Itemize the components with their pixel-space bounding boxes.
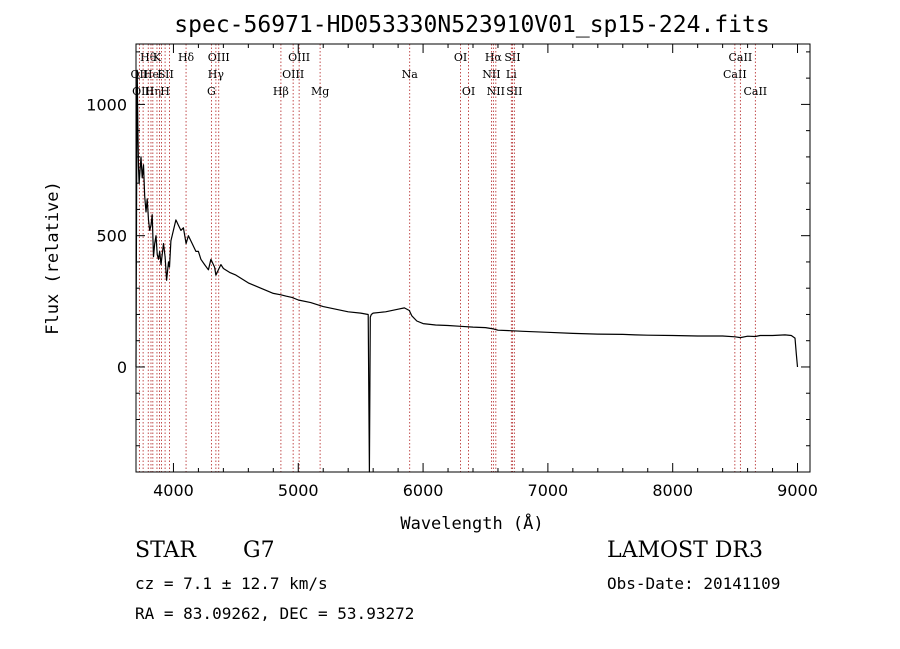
spectral-line-label: NII	[482, 68, 500, 81]
spectral-line-label: Li	[506, 68, 517, 81]
spectral-line-label: He	[143, 68, 159, 81]
y-tick-label: 0	[117, 358, 127, 377]
y-tick-label: 1000	[86, 95, 127, 114]
spectral-line-label: NII	[487, 85, 505, 98]
x-tick-label: 6000	[403, 481, 444, 500]
spectral-line-label: I	[157, 68, 161, 81]
spectral-line-label: II	[165, 68, 174, 81]
x-tick-label: 7000	[528, 481, 569, 500]
spectral-line-label: OIII	[208, 51, 230, 64]
spectral-line-label: G	[207, 85, 216, 98]
observation-date: Obs-Date: 20141109	[607, 574, 781, 593]
spectral-line-label: Hδ	[178, 51, 195, 64]
object-class: STAR	[135, 538, 196, 563]
spectral-line-label: OII	[131, 68, 149, 81]
spectral-line-label: OI	[454, 51, 467, 64]
object-subclass: G7	[243, 538, 275, 563]
x-tick-label: 4000	[153, 481, 194, 500]
spectral-line-label: Hα	[485, 51, 503, 64]
spectral-line-label: Hβ	[273, 85, 289, 98]
x-axis-label: Wavelength (Å)	[400, 512, 543, 534]
spectral-line-label: OIII	[288, 51, 310, 64]
spectral-line-label: H	[160, 85, 170, 98]
spectral-line-label: OIII	[282, 68, 304, 81]
x-tick-label: 5000	[278, 481, 319, 500]
spectral-line-label: SII	[506, 85, 522, 98]
y-axis-label: Flux (relative)	[43, 181, 63, 335]
spectral-line-label: CaII	[743, 85, 767, 98]
x-tick-label: 8000	[652, 481, 693, 500]
survey-name: LAMOST DR3	[607, 538, 763, 563]
spectrum-line	[135, 69, 799, 473]
spectral-line-label: CaII	[723, 68, 747, 81]
spectral-line-label: SII	[504, 51, 520, 64]
spectral-line-label: Hθ	[140, 51, 157, 64]
redshift-text: cz = 7.1 ± 12.7 km/s	[135, 574, 328, 593]
spectral-line-label: Hη	[145, 85, 161, 98]
spectral-line-label: CaII	[729, 51, 753, 64]
spectral-line-label: K	[153, 51, 162, 64]
spectral-line-label: Na	[402, 68, 419, 81]
y-tick-label: 500	[96, 227, 127, 246]
plot-frame	[135, 43, 811, 473]
chart-title: spec-56971-HD053330N523910V01_sp15-224.f…	[174, 12, 769, 38]
spectral-line-label: Mg	[311, 85, 329, 98]
spectral-line-label: S	[158, 68, 166, 81]
x-tick-label: 9000	[777, 481, 818, 500]
coordinates-text: RA = 83.09262, DEC = 53.93272	[135, 604, 415, 623]
spectral-line-label: Hγ	[208, 68, 225, 81]
spectral-line-label: OI	[462, 85, 475, 98]
